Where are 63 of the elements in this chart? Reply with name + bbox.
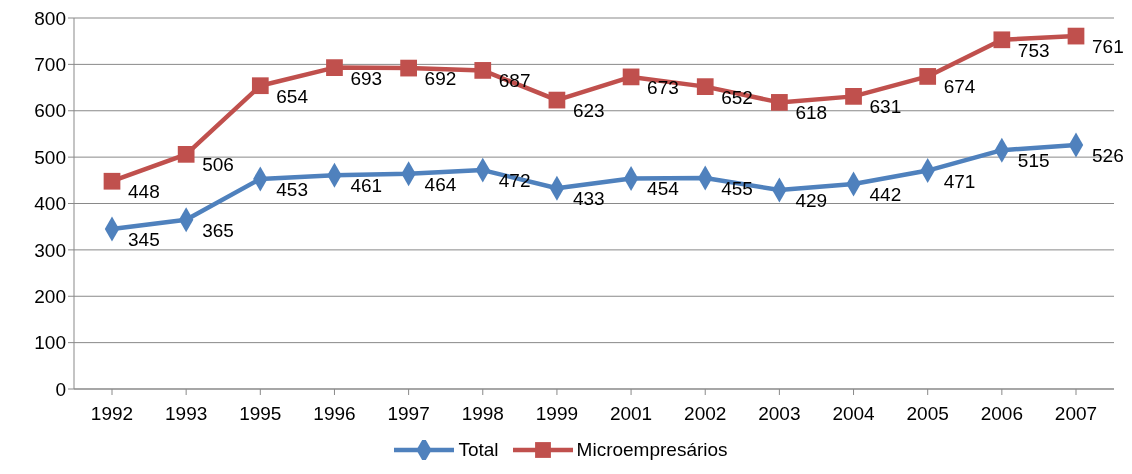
x-tick-label: 2004 (832, 403, 876, 425)
data-label: 442 (869, 184, 902, 206)
data-label: 631 (869, 96, 902, 118)
point (622, 68, 640, 86)
data-label: 506 (202, 154, 234, 176)
data-label: 654 (276, 85, 309, 107)
y-tick-label: 200 (34, 285, 66, 307)
data-label: 618 (795, 102, 828, 124)
data-label: 448 (128, 181, 160, 203)
data-label: 433 (572, 188, 605, 210)
data-label: 673 (647, 76, 679, 98)
x-tick-label: 1997 (387, 403, 430, 425)
point (177, 145, 195, 163)
point (696, 78, 714, 95)
data-label: 365 (202, 219, 234, 241)
data-label: 471 (943, 170, 976, 192)
data-label: 623 (572, 100, 605, 122)
data-label: 674 (943, 76, 976, 98)
y-tick-label: 600 (34, 100, 66, 122)
point (993, 31, 1011, 49)
data-label: 429 (795, 190, 828, 212)
y-tick-label: 400 (34, 193, 66, 215)
point (771, 94, 788, 111)
point (400, 59, 417, 77)
x-tick-label: 2006 (980, 403, 1023, 425)
y-tick-label: 500 (34, 146, 66, 168)
y-tick-label: 300 (34, 239, 66, 261)
point (1067, 27, 1085, 45)
data-label: 693 (350, 67, 383, 89)
x-tick-label: 2002 (684, 403, 727, 425)
x-tick-label: 2007 (1054, 403, 1098, 425)
x-tick-label: 2005 (906, 403, 949, 425)
legend-label: Microempresários (575, 439, 728, 461)
data-label: 753 (1017, 39, 1050, 61)
x-tick-label: 2003 (758, 403, 801, 425)
x-tick-label: 2001 (609, 403, 653, 425)
point (919, 68, 937, 85)
data-label: 515 (1017, 150, 1050, 172)
legend-label: Total (457, 439, 499, 461)
data-label: 761 (1092, 36, 1124, 58)
x-tick-label: 1996 (313, 403, 356, 425)
point (326, 59, 343, 76)
x-tick-label: 1995 (239, 403, 282, 425)
x-tick-label: 1999 (535, 403, 579, 425)
data-label: 692 (424, 68, 457, 90)
point (845, 88, 862, 105)
point (548, 91, 566, 109)
point (474, 62, 492, 79)
x-tick-label: 1998 (461, 403, 504, 425)
x-tick-label: 1993 (165, 403, 208, 425)
data-label: 461 (350, 175, 383, 197)
data-label: 345 (128, 229, 160, 251)
point (251, 77, 269, 95)
data-label: 526 (1092, 145, 1124, 167)
y-tick-label: 0 (55, 378, 66, 400)
y-tick-label: 700 (34, 54, 66, 76)
data-label: 453 (276, 178, 309, 200)
y-tick-label: 800 (34, 7, 66, 29)
y-tick-label: 100 (34, 332, 66, 354)
data-label: 454 (647, 178, 680, 200)
point (103, 172, 121, 190)
x-tick-label: 1992 (90, 403, 134, 425)
data-label: 464 (424, 173, 457, 195)
